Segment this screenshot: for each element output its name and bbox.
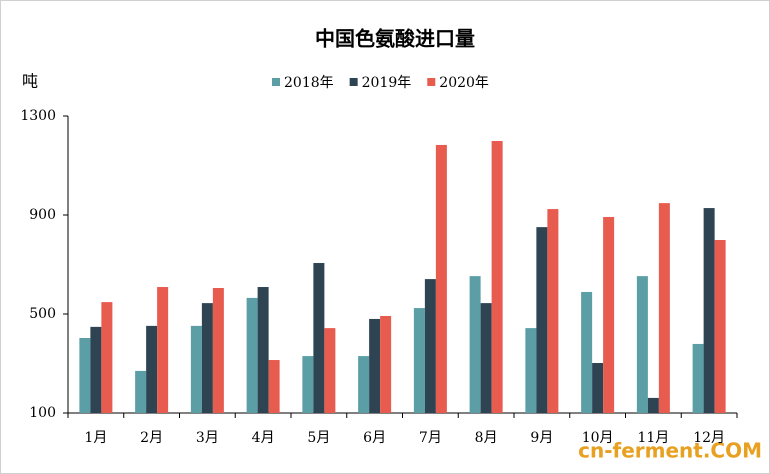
bar — [157, 287, 169, 413]
bar — [647, 397, 659, 413]
bar — [90, 326, 102, 413]
bar — [101, 302, 113, 413]
bar — [324, 328, 336, 413]
bar — [536, 227, 548, 413]
x-tick-label: 9月 — [530, 430, 553, 446]
x-tick-label: 8月 — [475, 430, 498, 446]
bar — [714, 239, 726, 413]
y-axis-label: 吨 — [22, 72, 38, 91]
bar — [692, 343, 704, 413]
bar — [302, 356, 314, 413]
x-tick-label: 10月 — [582, 430, 614, 446]
y-tick-label: 500 — [29, 306, 56, 322]
x-tick-label: 5月 — [307, 430, 330, 446]
bar — [424, 279, 436, 413]
bar — [257, 287, 269, 413]
bar — [636, 276, 648, 413]
bar — [268, 360, 280, 413]
legend-label: 2019年 — [362, 75, 412, 91]
watermark: cn-ferment.COM — [578, 439, 762, 463]
bar — [525, 328, 537, 413]
y-tick-label: 900 — [29, 207, 56, 223]
chart-title: 中国色氨酸进口量 — [315, 27, 475, 51]
bar — [190, 325, 202, 413]
x-tick-label: 6月 — [363, 430, 386, 446]
bar — [491, 140, 503, 413]
bar — [246, 297, 258, 413]
bar — [201, 303, 213, 413]
y-tick-label: 100 — [29, 405, 56, 421]
legend-swatch — [349, 78, 358, 86]
x-tick-label: 1月 — [84, 430, 107, 446]
bar — [469, 276, 481, 413]
x-tick-label: 2月 — [140, 430, 163, 446]
legend-label: 2018年 — [284, 75, 334, 91]
bar — [703, 208, 715, 413]
bar — [313, 263, 325, 413]
bar — [658, 203, 670, 413]
bar — [380, 315, 392, 413]
bar — [369, 318, 381, 413]
legend-swatch — [427, 78, 436, 86]
legend-label: 2020年 — [439, 75, 489, 91]
y-tick-label: 1300 — [20, 108, 56, 124]
bar — [547, 209, 559, 413]
x-tick-label: 11月 — [637, 430, 669, 446]
x-tick-label: 4月 — [252, 430, 275, 446]
bar — [480, 303, 492, 413]
x-tick-label: 3月 — [196, 430, 219, 446]
bar — [592, 363, 604, 413]
legend-swatch — [272, 78, 280, 86]
bar — [413, 308, 425, 413]
bar — [603, 216, 615, 413]
bar — [212, 288, 224, 413]
bar — [135, 370, 147, 413]
bar — [79, 338, 91, 413]
bar — [358, 356, 370, 413]
bar — [146, 325, 158, 413]
bar — [435, 144, 447, 413]
x-tick-label: 7月 — [419, 430, 442, 446]
x-tick-label: 12月 — [693, 430, 725, 446]
bar — [581, 291, 593, 413]
